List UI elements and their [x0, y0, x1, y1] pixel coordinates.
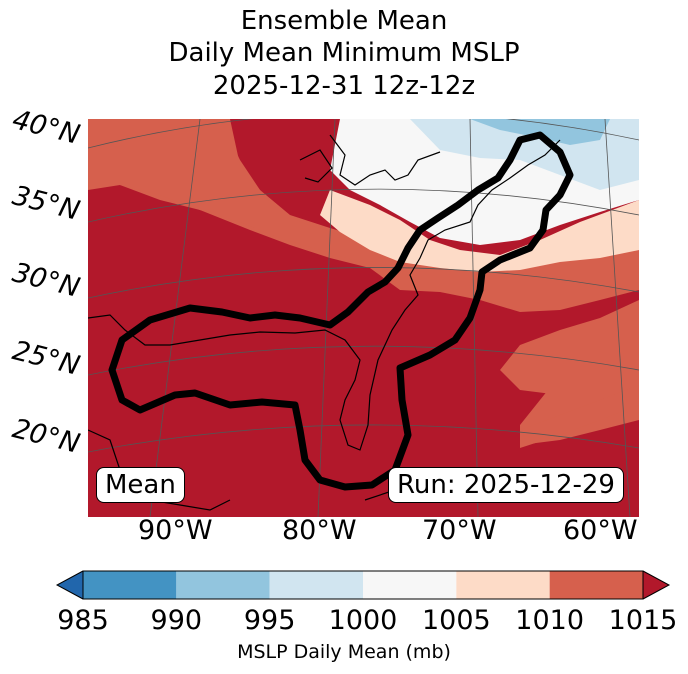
colorbar-tick-label: 995: [243, 605, 296, 636]
colorbar-segment: [269, 571, 363, 599]
title-line-1: Ensemble Mean: [240, 6, 448, 36]
colorbar-tick-label: 985: [57, 605, 109, 636]
colorbar-tick-label: 990: [150, 605, 203, 636]
field-1010-southeast: [520, 385, 639, 448]
graticule: [88, 119, 639, 517]
ensemble-contour: [108, 131, 574, 491]
colorbar-segment: [83, 571, 177, 599]
colorbar-extend-low: [57, 571, 83, 599]
mean-label-box: Mean: [96, 467, 185, 503]
field-1010-west-patch: [88, 119, 395, 262]
colorbar-segment: [456, 571, 550, 599]
lon-label-70w: 70°W: [422, 515, 497, 546]
colorbar-tick-label: 1015: [608, 605, 678, 636]
colorbar-tick-label: 1000: [328, 605, 398, 636]
lon-label-80w: 80°W: [282, 515, 357, 546]
title-line-3: 2025-12-31 12z-12z: [212, 71, 476, 101]
colorbar-tick-label: 1005: [421, 605, 491, 636]
colorbar-segment: [363, 571, 457, 599]
colorbar-segment: [176, 571, 270, 599]
colorbar-tick-label: 1010: [515, 605, 585, 636]
colorbar-extend-high: [643, 571, 669, 599]
lon-label-90w: 90°W: [138, 515, 213, 546]
colorbar-segment: [549, 571, 643, 599]
title-line-2: Daily Mean Minimum MSLP: [168, 38, 520, 68]
lon-label-60w: 60°W: [563, 515, 638, 546]
pressure-field: [88, 119, 639, 517]
field-1005-band: [320, 190, 639, 272]
colorbar-title: MSLP Daily Mean (mb): [237, 641, 451, 663]
run-label-box: Run: 2025-12-29: [388, 467, 624, 503]
